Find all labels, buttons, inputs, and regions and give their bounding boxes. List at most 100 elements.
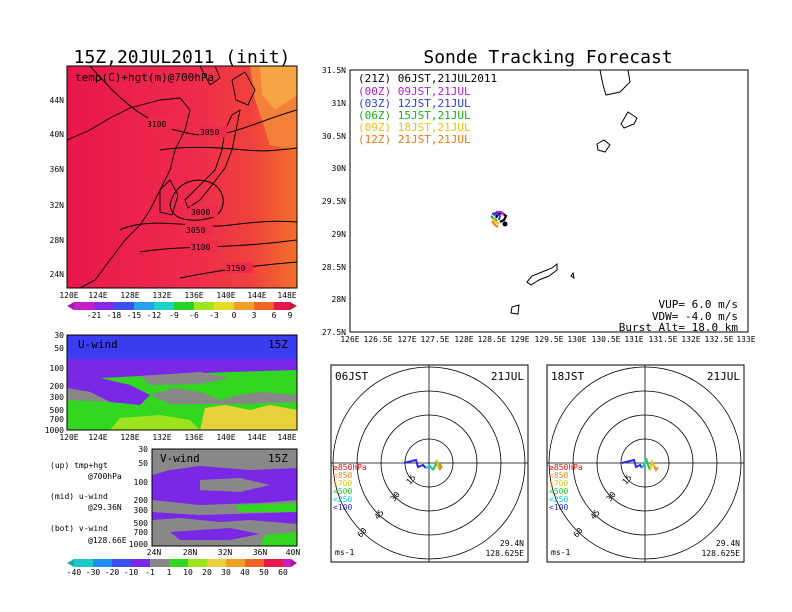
- ascent-speed: VUP= 6.0 m/s: [659, 298, 738, 311]
- hodograph-unit: ms-1: [335, 548, 354, 557]
- colorbar-label: -10: [124, 568, 139, 577]
- lon-tick-label: 148E: [277, 291, 296, 300]
- v-wind-band: [235, 503, 297, 512]
- tracking-legend: (21Z) 06JST,21JUL2011 (00Z) 09JST,21JUL …: [358, 72, 497, 146]
- speed-ring: [572, 390, 718, 536]
- top-map-label: temp(C)+hgt(m)@700hPa: [75, 71, 214, 84]
- colorbar-label: 20: [202, 568, 212, 577]
- pressure-tick-label: 1000: [129, 540, 148, 549]
- u-wind-xticks: 120E 124E 128E 132E 136E 140E 144E 148E: [59, 433, 296, 442]
- japan-outline: [184, 109, 241, 209]
- lat-tick-label: 24N: [147, 548, 162, 557]
- lat-tick-label: 44N: [50, 96, 65, 105]
- colorbar-label: -21: [87, 311, 102, 320]
- lat-tick-label: 32N: [50, 201, 65, 210]
- level-label: <850: [333, 471, 352, 480]
- colorbar-label: -6: [189, 311, 199, 320]
- lon-tick-label: 129.5E: [535, 335, 564, 344]
- colorbar-label: 60: [278, 568, 288, 577]
- island-outline: [596, 139, 611, 153]
- descent-speed: VDW= -4.0 m/s: [652, 310, 738, 323]
- temperature-colorbar: -21 -18 -15 -12 -9 -6 -3 0 3 6 9: [67, 302, 297, 320]
- contour-label: 3100: [191, 243, 210, 252]
- contour-label: 3000: [191, 208, 210, 217]
- level-legend: ≥850hPa <850 <700 <500 <250 <100: [333, 463, 367, 512]
- lon-tick-label: 144E: [247, 433, 266, 442]
- v-wind-band: [152, 449, 297, 475]
- u-wind-band: [110, 415, 200, 430]
- colorbar-label: 6: [272, 311, 277, 320]
- lat-tick-label: 27.5N: [322, 328, 346, 337]
- hodograph-trace: [439, 463, 443, 470]
- lon-tick-label: 124E: [88, 433, 107, 442]
- colorbar-label: 50: [259, 568, 269, 577]
- warmest-field-area: [260, 66, 297, 110]
- hodograph-06jst: 15 30 45 60 06JST 21JUL ≥850hPa <850 <70…: [330, 364, 529, 563]
- v-wind-yticks: 30 50 100 200 300 500 700 1000: [129, 445, 148, 549]
- lon-tick-label: 128E: [120, 291, 139, 300]
- u-wind-yticks: 30 50 100 200 300 500 700 1000: [45, 331, 64, 435]
- island-outline: [510, 304, 520, 315]
- speed-ring: [548, 366, 742, 560]
- hokkaido-outline: [231, 71, 256, 106]
- colorbar-label: -40: [67, 568, 82, 577]
- level-label: <500: [549, 487, 568, 496]
- hodograph-trace: [425, 464, 434, 471]
- lat-tick-label: 30N: [332, 164, 347, 173]
- lat-tick-label: 36N: [50, 165, 65, 174]
- lon-tick-label: 140E: [216, 291, 235, 300]
- pressure-tick-label: 200: [134, 496, 149, 505]
- colorbar-label: -20: [105, 568, 120, 577]
- legend-entry-21z: (21Z) 06JST,21JUL2011: [358, 72, 497, 85]
- lon-tick-label: 131E: [624, 335, 643, 344]
- lon-tick-label: 144E: [247, 291, 266, 300]
- pressure-tick-label: 700: [134, 528, 149, 537]
- lon-tick-label: 148E: [277, 433, 296, 442]
- tracking-frame: [349, 69, 749, 333]
- island-outline: [599, 69, 631, 96]
- note-line: (mid) u-wind: [50, 492, 108, 501]
- u-wind-label: U-wind: [78, 338, 118, 351]
- contour-label: 3150: [226, 264, 245, 273]
- tracking-panel: Sonde Tracking Forecast (21Z) 06JST,21JU…: [322, 47, 756, 344]
- hodograph-unit: ms-1: [551, 548, 570, 557]
- landing-point: [502, 221, 508, 227]
- note-line: @128.66E: [88, 536, 127, 545]
- level-label: <100: [333, 503, 352, 512]
- lat-tick-label: 40N: [50, 130, 65, 139]
- colorbar-label: 1: [167, 568, 172, 577]
- legend-entry-12z: (12Z) 21JST,21JUL: [358, 133, 471, 146]
- tracking-title: Sonde Tracking Forecast: [423, 47, 672, 68]
- island-outline: [570, 271, 575, 280]
- lon-tick-label: 124E: [88, 291, 107, 300]
- lon-tick-label: 127.5E: [421, 335, 450, 344]
- note-line: (bot) v-wind: [50, 524, 108, 533]
- height-contour: [119, 220, 297, 231]
- top-map-frame: [66, 65, 298, 289]
- lat-tick-label: 31.5N: [322, 66, 346, 75]
- legend-entry-03z: (03Z) 12JST,21JUL: [358, 97, 471, 110]
- lon-tick-label: 128.5E: [478, 335, 507, 344]
- hodograph-lat: 29.4N: [716, 539, 740, 548]
- u-wind-band: [140, 372, 230, 385]
- lat-tick-label: 31N: [332, 99, 347, 108]
- colorbar-label: -1: [145, 568, 155, 577]
- colorbar-label: 40: [240, 568, 250, 577]
- lon-tick-label: 126E: [340, 335, 359, 344]
- v-wind-section: V-wind 15Z 30 50 100 200 300 500 700 100…: [129, 445, 301, 557]
- trajectory-12z: [491, 220, 499, 228]
- lat-tick-label: 32N: [218, 548, 233, 557]
- hodograph-trace: [403, 458, 427, 469]
- level-label: <250: [549, 495, 568, 504]
- lon-tick-label: 140E: [216, 433, 235, 442]
- pressure-tick-label: 50: [138, 459, 148, 468]
- hodograph-time: 18JST: [551, 370, 584, 383]
- colorbar-label: 10: [183, 568, 193, 577]
- lon-tick-label: 132.5E: [705, 335, 734, 344]
- top-map-xticks: 120E 124E 128E 132E 136E 140E 144E 148E: [59, 291, 296, 300]
- hodograph-frame: [330, 364, 529, 563]
- pressure-tick-label: 100: [50, 364, 65, 373]
- pressure-tick-label: 30: [138, 445, 148, 454]
- wind-colorbar: -40 -30 -20 -10 -1 1 10 20 30 40 50 60: [67, 559, 297, 577]
